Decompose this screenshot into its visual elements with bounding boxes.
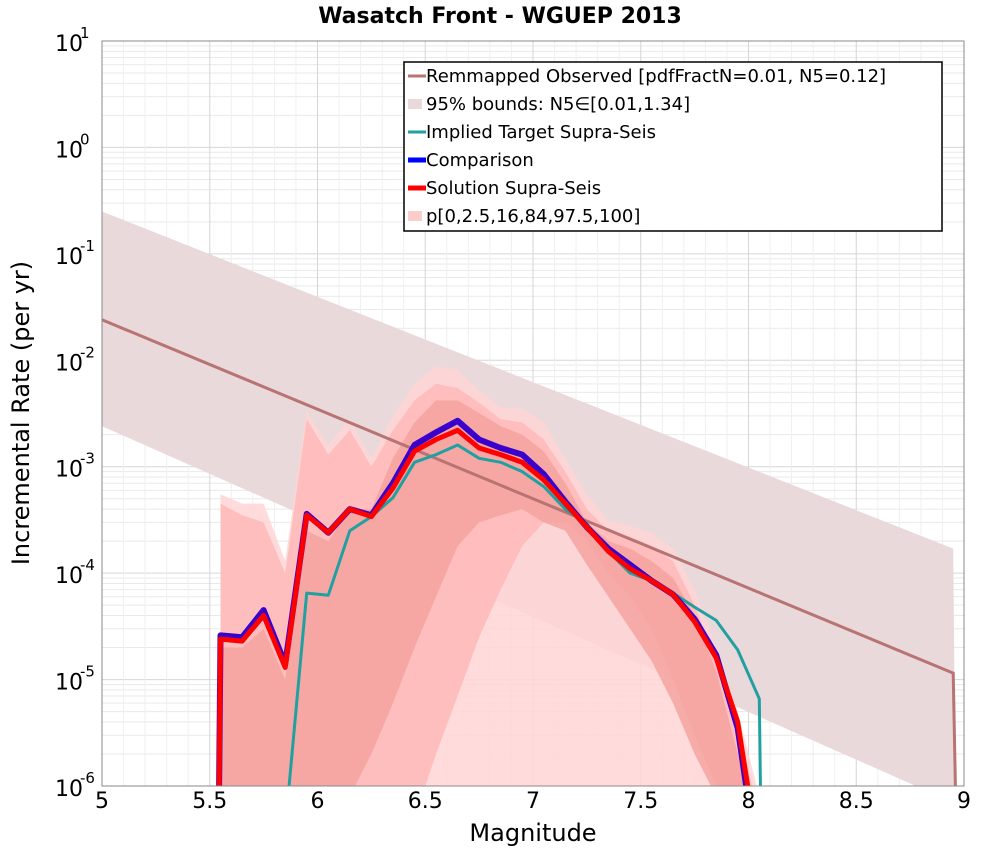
implied-target-line bbox=[287, 443, 762, 786]
legend-entry: Remmapped Observed [pdfFractN=0.01, N5=0… bbox=[408, 66, 886, 87]
solution-line bbox=[216, 427, 751, 786]
y-tick-label: 10-3 bbox=[55, 450, 95, 483]
legend-label: 95% bounds: N5∈[0.01,1.34] bbox=[426, 94, 690, 115]
x-tick-label: 5 bbox=[95, 789, 109, 814]
y-tick-base: 10 bbox=[55, 245, 83, 270]
remapped-observed-line bbox=[102, 318, 957, 786]
x-tick-label: 9 bbox=[957, 789, 971, 814]
legend-label: Remmapped Observed [pdfFractN=0.01, N5=0… bbox=[426, 66, 886, 87]
plot-area bbox=[102, 211, 957, 786]
legend-entry: Implied Target Supra-Seis bbox=[408, 122, 656, 143]
legend-label: Comparison bbox=[426, 150, 534, 171]
legend: Remmapped Observed [pdfFractN=0.01, N5=0… bbox=[403, 61, 943, 232]
y-tick-exponent: -5 bbox=[80, 663, 95, 681]
legend-swatch bbox=[408, 99, 422, 109]
x-tick-label: 8 bbox=[742, 789, 756, 814]
y-tick-label: 10-6 bbox=[55, 769, 95, 802]
y-tick-label: 10-1 bbox=[55, 237, 95, 270]
x-tick-label: 5.5 bbox=[192, 789, 227, 814]
x-tick-label: 8.5 bbox=[839, 789, 874, 814]
y-tick-label: 10-4 bbox=[55, 556, 95, 589]
plot-frame bbox=[101, 40, 965, 787]
y-tick-base: 10 bbox=[55, 777, 83, 802]
x-tick-label: 7.5 bbox=[623, 789, 658, 814]
y-tick-exponent: -2 bbox=[80, 343, 95, 361]
axis-ticks: 5 5.5 6 6.5 7 7.5 8 8.5 910-610-510-410-310-210-… bbox=[55, 24, 971, 814]
y-tick-label: 100 bbox=[55, 130, 90, 163]
y-tick-exponent: 1 bbox=[80, 24, 90, 42]
percentile-band-16-84 bbox=[220, 400, 747, 786]
y-tick-label: 10-2 bbox=[55, 343, 95, 376]
legend-label: Solution Supra-Seis bbox=[426, 178, 601, 199]
chart-title: Wasatch Front - WGUEP 2013 bbox=[318, 4, 682, 29]
y-tick-exponent: -1 bbox=[80, 237, 95, 255]
legend-label: p[0,2.5,16,84,97.5,100] bbox=[426, 206, 640, 227]
x-tick-label: 6.5 bbox=[408, 789, 443, 814]
y-tick-exponent: -3 bbox=[80, 450, 95, 468]
y-tick-exponent: 0 bbox=[80, 130, 90, 148]
y-tick-exponent: -6 bbox=[80, 769, 95, 787]
y-axis-title: Incremental Rate (per yr) bbox=[7, 261, 35, 565]
legend-entry: Solution Supra-Seis bbox=[408, 178, 601, 199]
legend-swatch bbox=[408, 211, 422, 221]
legend-label: Implied Target Supra-Seis bbox=[426, 122, 656, 143]
y-tick-base: 10 bbox=[55, 32, 83, 57]
x-axis-title: Magnitude bbox=[469, 819, 596, 847]
y-tick-base: 10 bbox=[55, 564, 83, 589]
legend-entry: Comparison bbox=[408, 150, 534, 171]
x-tick-label: 6 bbox=[311, 789, 325, 814]
y-tick-exponent: -4 bbox=[80, 556, 95, 574]
legend-box bbox=[403, 61, 943, 232]
y-tick-base: 10 bbox=[55, 138, 83, 163]
y-tick-base: 10 bbox=[55, 671, 83, 696]
y-tick-label: 10-5 bbox=[55, 663, 95, 696]
legend-entry: p[0,2.5,16,84,97.5,100] bbox=[408, 206, 640, 227]
y-tick-base: 10 bbox=[55, 458, 83, 483]
x-tick-label: 7 bbox=[526, 789, 540, 814]
y-tick-base: 10 bbox=[55, 351, 83, 376]
legend-entry: 95% bounds: N5∈[0.01,1.34] bbox=[408, 94, 690, 115]
y-tick-label: 101 bbox=[55, 24, 90, 57]
